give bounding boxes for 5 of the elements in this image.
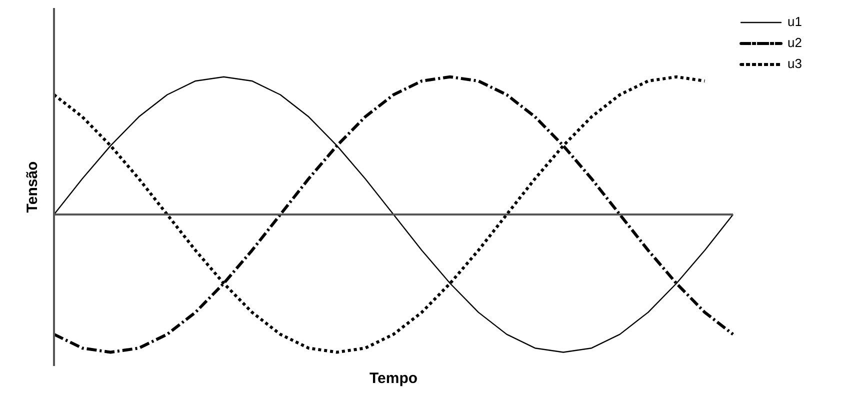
legend-label: u3: [788, 56, 802, 72]
x-axis-title: Tempo: [369, 370, 418, 388]
legend-label: u1: [788, 14, 802, 30]
legend-label: u2: [788, 35, 802, 50]
y-axis-title: Tensão: [24, 161, 42, 213]
